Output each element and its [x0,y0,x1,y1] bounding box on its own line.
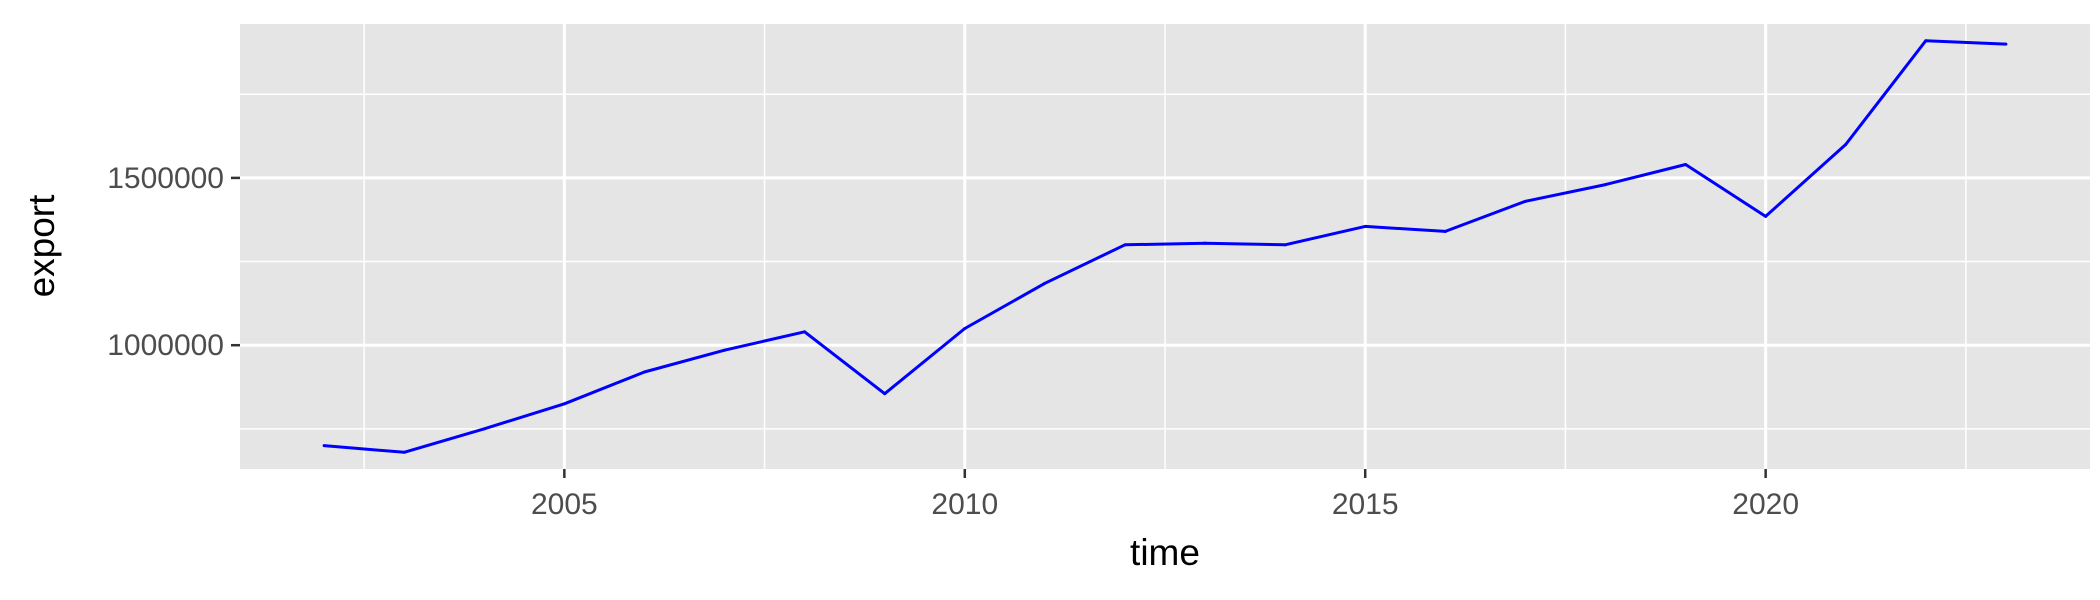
y-tick-label: 1000000 [107,329,224,362]
x-axis-title: time [1130,532,1200,573]
series-line [323,39,2006,454]
data-point [1363,224,1367,228]
data-point [1443,229,1447,233]
data-point [883,392,887,396]
y-axis-title: export [21,194,62,298]
x-tick-label: 2020 [1732,488,1799,521]
data-point [1283,243,1287,247]
major-gridlines [240,24,2090,469]
x-tick-label: 2010 [931,488,998,521]
minor-gridlines [240,24,2090,469]
data-point [1844,142,1848,146]
data-point [723,348,727,352]
series-layer [322,39,2008,454]
data-point [1043,281,1047,285]
data-point [562,402,566,406]
data-point [1203,241,1207,245]
data-point [482,427,486,431]
data-point [803,330,807,334]
data-point [402,450,406,454]
y-tick-label: 1500000 [107,162,224,195]
data-point [1924,39,1928,43]
data-point [322,444,326,448]
y-axis: 1000000 1500000 [107,162,240,362]
data-point [963,326,967,330]
x-axis: 2005 2010 2015 2020 [531,469,1799,521]
data-point [2004,42,2008,46]
data-point [1603,183,1607,187]
data-point [642,370,646,374]
data-point [1523,199,1527,203]
data-point [1764,214,1768,218]
x-tick-label: 2015 [1332,488,1399,521]
data-point [1123,243,1127,247]
data-point [1684,163,1688,167]
x-tick-label: 2005 [531,488,598,521]
